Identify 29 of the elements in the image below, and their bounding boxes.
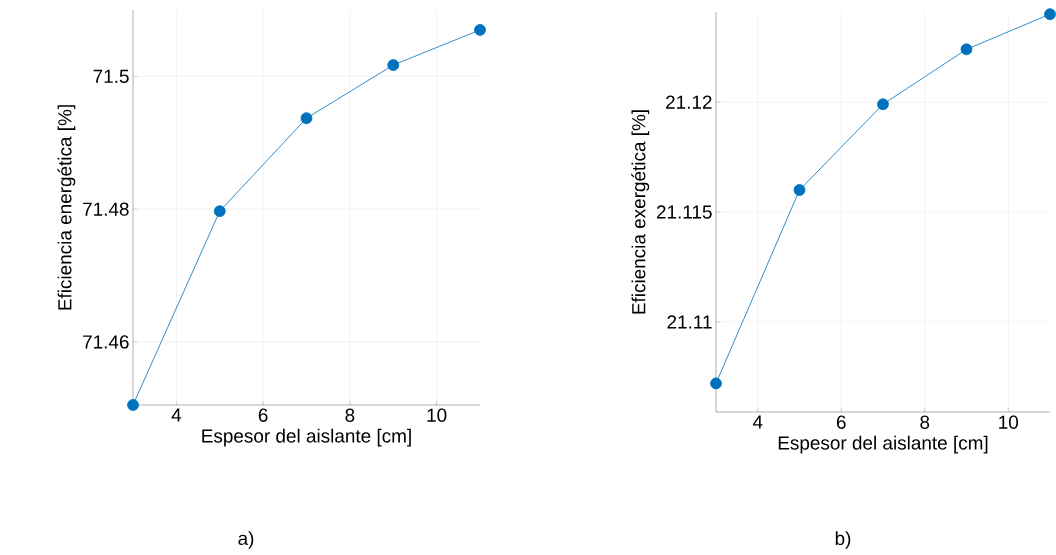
text: a) <box>238 531 254 549</box>
x-tick-label: 10 <box>427 408 447 422</box>
x-tick-label: 8 <box>345 408 355 422</box>
y-tick-label: 71.48 <box>83 202 129 216</box>
y-tick-label: 21.11 <box>667 315 712 329</box>
point <box>474 24 486 36</box>
point <box>300 112 313 125</box>
x-tick-label: 4 <box>752 415 763 429</box>
x-tick-label: 6 <box>836 415 846 429</box>
point <box>387 59 400 71</box>
x-tick-label: 8 <box>920 415 930 429</box>
y-tick-label: 71.46 <box>83 335 129 349</box>
point <box>710 377 722 390</box>
text: b) <box>835 531 851 549</box>
x-axis-title: Espesor del aislante [cm] <box>778 435 988 454</box>
point <box>960 43 973 56</box>
point <box>127 399 139 411</box>
point <box>793 184 806 196</box>
y-tick-label: 21.12 <box>666 95 712 109</box>
x-tick-label: 4 <box>171 408 182 422</box>
y-axis-title: Eficiencia energética [%] <box>57 105 76 310</box>
x-tick-label: 10 <box>999 415 1019 429</box>
point <box>877 98 889 111</box>
point <box>213 205 226 218</box>
y-axis-title: Eficiencia exergética [%] <box>631 110 650 314</box>
x-tick-label: 6 <box>258 408 268 422</box>
y-tick-label: 21.115 <box>656 205 712 219</box>
x-axis-title: Espesor del aislante [cm] <box>202 428 411 447</box>
y-tick-label: 71.5 <box>93 69 129 83</box>
